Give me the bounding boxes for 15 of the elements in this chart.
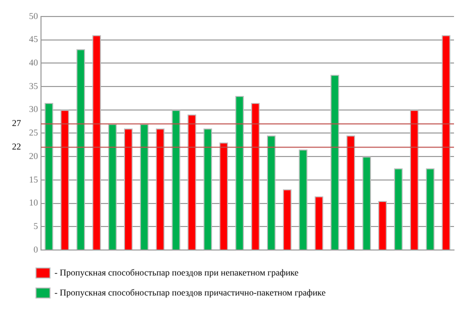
y-tick-label: 10 [29,198,38,208]
y-tick-label: 5 [34,221,38,231]
ref-line-label: 22 [12,142,21,152]
y-tick-label: 0 [34,244,38,254]
y-tick-label: 20 [29,150,38,161]
y-tick-label: 35 [29,80,38,91]
y-tick-label: 30 [29,104,38,114]
y-tick-label: 45 [29,34,38,44]
legend-label: - Пропускная способностьпар поездов причастично-пакетном графике [54,287,326,298]
ref-line-label: 27 [12,118,22,128]
y-tick-label: 40 [29,57,38,68]
y-tick-label: 50 [29,10,38,21]
y-tick-label: 15 [29,174,38,184]
y-tick-label: 25 [29,128,38,138]
legend-label: - Пропускная способностьпар поездов при непакетном графике [54,267,299,278]
